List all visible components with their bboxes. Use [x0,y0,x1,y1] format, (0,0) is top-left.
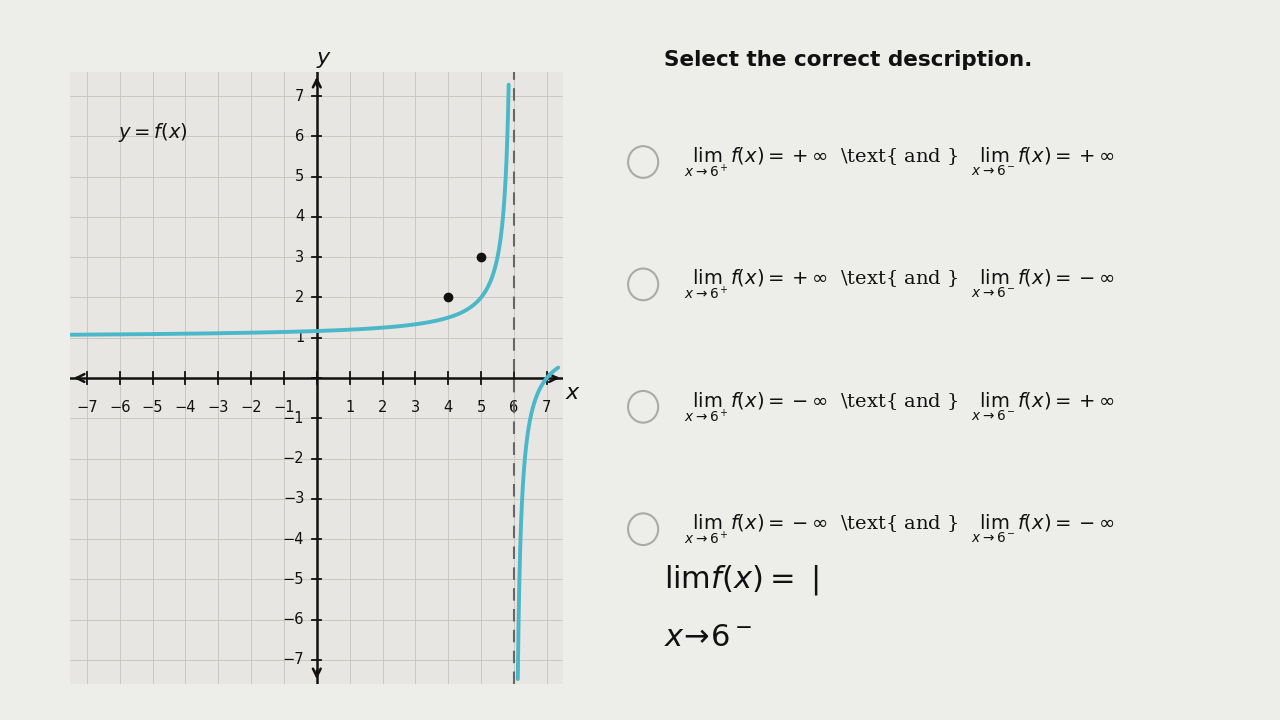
Text: 3: 3 [411,400,420,415]
Text: 4: 4 [444,400,453,415]
Text: −3: −3 [283,491,305,506]
Text: 6: 6 [509,400,518,415]
Text: −4: −4 [283,531,305,546]
Text: $\lim f(x) = $ |: $\lim f(x) = $ | [664,562,818,597]
Text: $\underset{x\to6^+}{\lim} f(x) = -\infty$  \text{ and }  $\underset{x\to6^-}{\li: $\underset{x\to6^+}{\lim} f(x) = -\infty… [685,390,1115,424]
Text: 7: 7 [543,400,552,415]
Text: $\underset{x\to6^+}{\lim} f(x) = +\infty$  \text{ and }  $\underset{x\to6^-}{\li: $\underset{x\to6^+}{\lim} f(x) = +\infty… [685,267,1115,302]
Text: 6: 6 [296,129,305,144]
Text: $y = f(x)$: $y = f(x)$ [118,121,187,144]
Text: 5: 5 [296,169,305,184]
Text: 1: 1 [346,400,355,415]
Text: −4: −4 [174,400,196,415]
Text: −2: −2 [241,400,262,415]
Text: −5: −5 [283,572,305,587]
Text: −1: −1 [283,411,305,426]
Text: −3: −3 [207,400,229,415]
Text: −1: −1 [273,400,294,415]
Text: $\underset{x\to6^+}{\lim} f(x) = -\infty$  \text{ and }  $\underset{x\to6^-}{\li: $\underset{x\to6^+}{\lim} f(x) = -\infty… [685,512,1115,546]
Text: Select the correct description.: Select the correct description. [664,50,1032,71]
Text: 7: 7 [294,89,305,104]
Text: −6: −6 [109,400,131,415]
Text: −7: −7 [76,400,97,415]
Text: −7: −7 [283,652,305,667]
Text: −2: −2 [283,451,305,466]
Text: 5: 5 [476,400,485,415]
Text: $x$: $x$ [564,382,581,405]
Text: $y$: $y$ [316,48,332,70]
Text: $\underset{x\to6^+}{\lim} f(x) = +\infty$  \text{ and }  $\underset{x\to6^-}{\li: $\underset{x\to6^+}{\lim} f(x) = +\infty… [685,145,1115,179]
Text: 2: 2 [378,400,387,415]
Text: 3: 3 [296,250,305,265]
Text: −6: −6 [283,612,305,627]
Text: 1: 1 [296,330,305,345]
Text: 4: 4 [296,210,305,225]
Text: −5: −5 [142,400,164,415]
Text: 2: 2 [294,290,305,305]
Text: $x \!\to\! 6^-$: $x \!\to\! 6^-$ [664,623,751,652]
